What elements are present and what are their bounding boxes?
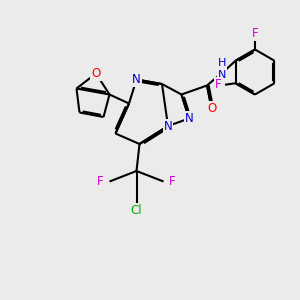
Text: F: F [169,175,176,188]
Text: F: F [97,175,104,188]
Text: H
N: H N [218,58,226,80]
Text: F: F [215,78,222,91]
Text: N: N [132,73,141,86]
Text: O: O [92,67,100,80]
Text: O: O [207,101,216,115]
Text: Cl: Cl [131,204,142,217]
Text: F: F [252,27,258,40]
Text: N: N [184,112,194,125]
Text: N: N [164,119,172,133]
